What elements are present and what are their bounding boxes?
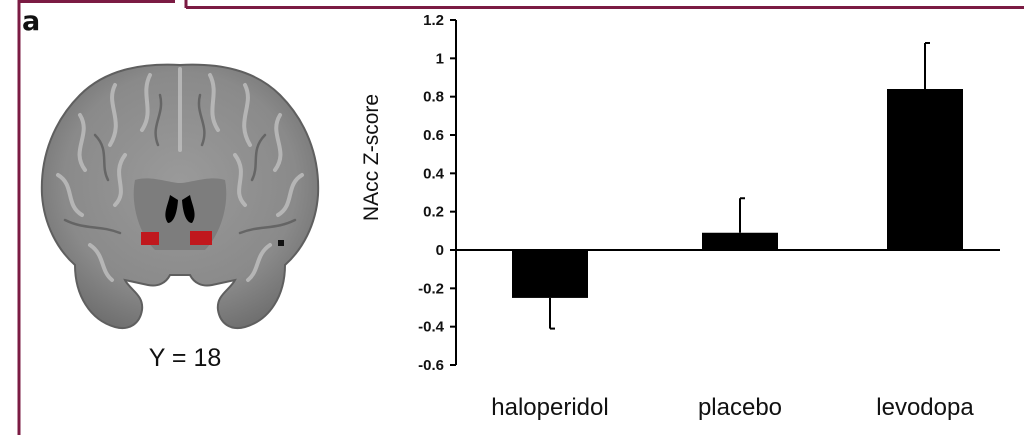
y-tick-label: 0.2 <box>423 204 444 221</box>
y-tick-label: 0.8 <box>423 89 444 106</box>
brain-slice-image <box>40 63 320 329</box>
y-tick-label: -0.2 <box>418 280 444 297</box>
bar <box>512 250 588 298</box>
x-tick-label: placebo <box>698 394 782 421</box>
y-tick-label: 0.4 <box>423 165 445 182</box>
x-tick-label: levodopa <box>876 394 974 421</box>
y-tick-label: 1.2 <box>423 12 444 29</box>
y-tick-label: 0.6 <box>423 127 444 144</box>
y-axis-title: NAcc Z-score <box>360 94 383 221</box>
x-tick-label: haloperidol <box>491 394 608 421</box>
y-tick-label: 1 <box>436 50 444 67</box>
roi-left <box>141 232 159 245</box>
bar-chart: 1.2 1 0.8 0.6 0.4 0.2 0 -0.2 -0.4 -0.6 NAcc Z-scor… <box>360 12 1000 421</box>
slice-coordinate-caption: Y = 18 <box>148 344 222 372</box>
panel-letter: a <box>22 6 41 37</box>
bar <box>887 89 963 250</box>
y-tick-label: 0 <box>436 242 444 259</box>
bar <box>702 232 778 250</box>
roi-right <box>190 231 212 245</box>
y-tick-label: -0.4 <box>418 319 445 336</box>
y-tick-label: -0.6 <box>418 357 444 374</box>
